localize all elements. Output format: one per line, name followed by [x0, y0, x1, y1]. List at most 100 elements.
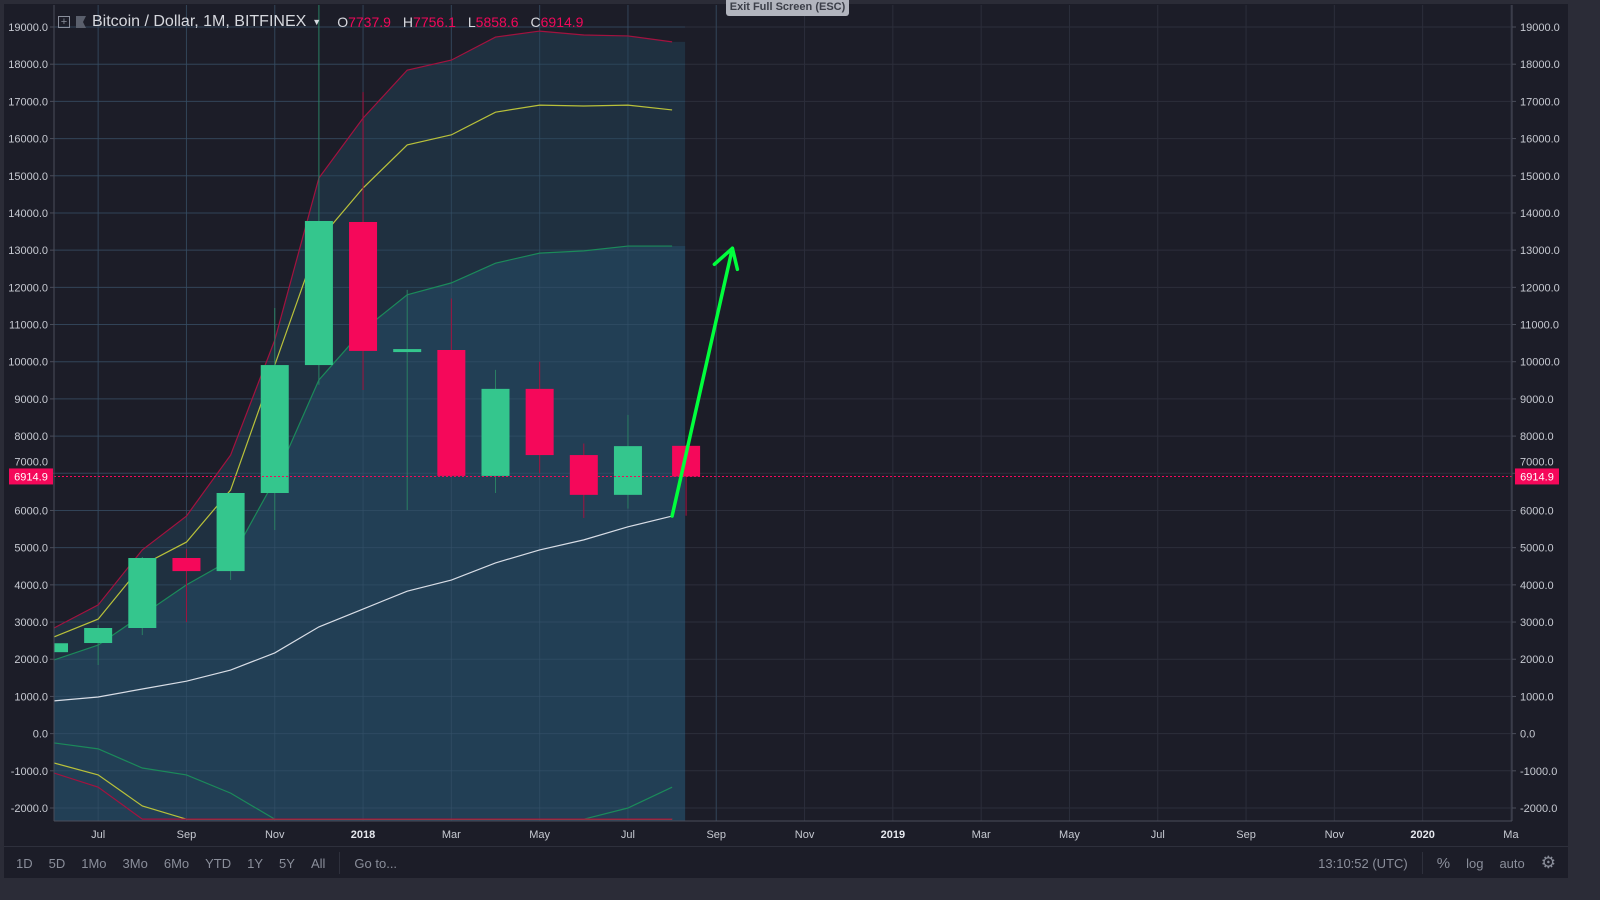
ohlc-close: C6914.9: [531, 14, 584, 30]
percent-toggle[interactable]: %: [1436, 854, 1451, 872]
y-tick-label-left: -2000.0: [11, 803, 48, 815]
x-tick-label: 2018: [351, 829, 375, 841]
y-tick-label-left: 7000.0: [14, 456, 48, 468]
chevron-down-icon[interactable]: ▼: [312, 17, 322, 27]
y-tick-label-left: 16000.0: [8, 134, 48, 146]
y-tick-label-right: 19000.0: [1520, 22, 1560, 34]
candle-body: [304, 220, 333, 366]
x-tick-label: Sep: [177, 829, 197, 841]
low-label: L: [467, 14, 476, 30]
y-tick-label-left: 4000.0: [14, 580, 48, 592]
y-tick-label-right: 14000.0: [1520, 208, 1560, 220]
x-tick-label: Nov: [1325, 829, 1345, 841]
y-tick-label-right: 5000.0: [1520, 543, 1554, 555]
y-tick-label-left: 18000.0: [8, 59, 48, 71]
close-value: 6914.9: [540, 14, 584, 30]
candle-body: [569, 455, 598, 495]
x-tick-label: Jul: [1151, 829, 1165, 841]
y-tick-label-left: 11000.0: [9, 320, 48, 332]
bottom-toolbar: 1D 5D 1Mo 3Mo 6Mo YTD 1Y 5Y All Go to...…: [4, 846, 1568, 879]
y-tick-label-left: 0.0: [33, 729, 48, 741]
candle-body: [525, 388, 554, 456]
y-tick-label-right: 3000.0: [1520, 617, 1554, 629]
y-tick-label-right: 18000.0: [1520, 59, 1560, 71]
candle-body: [613, 446, 642, 495]
candle-body: [54, 643, 68, 653]
chart-legend: + Bitcoin / Dollar, 1M, BITFINEX ▼ O7737…: [58, 11, 589, 33]
plot-area: [54, 5, 717, 821]
auto-toggle[interactable]: auto: [1499, 855, 1525, 871]
series-line-lower-band: [54, 772, 673, 820]
candle-body: [481, 388, 510, 476]
y-tick-label-left: 15000.0: [8, 171, 48, 183]
x-tick-label: 2020: [1410, 829, 1434, 841]
last-price-label-left-bg: [9, 468, 53, 485]
flag-icon[interactable]: [76, 16, 86, 28]
y-tick-label-right: 6000.0: [1520, 505, 1554, 517]
range-3mo[interactable]: 3Mo: [122, 855, 148, 871]
y-tick-label-right: -1000.0: [1520, 766, 1557, 778]
range-5d[interactable]: 5D: [48, 855, 66, 871]
y-tick-label-right: 4000.0: [1520, 580, 1554, 592]
x-tick-label: Jul: [621, 829, 635, 841]
y-tick-label-left: 8000.0: [14, 431, 48, 443]
y-tick-label-left: 12000.0: [8, 282, 48, 294]
y-tick-label-left: -1000.0: [11, 766, 48, 778]
range-5y[interactable]: 5Y: [279, 855, 295, 871]
y-tick-label-left: 10000.0: [8, 357, 48, 369]
x-tick-label: Sep: [706, 829, 726, 841]
high-value: 7756.1: [413, 14, 456, 30]
x-tick-label: Ma: [1503, 829, 1519, 841]
x-tick-label: 2019: [881, 829, 905, 841]
y-tick-label-right: 10000.0: [1520, 357, 1560, 369]
clock[interactable]: 13:10:52 (UTC): [1318, 855, 1408, 871]
x-tick-label: Nov: [795, 829, 815, 841]
y-tick-label-left: 3000.0: [14, 617, 48, 629]
range-6mo[interactable]: 6Mo: [163, 855, 190, 871]
open-value: 7737.9: [348, 14, 391, 30]
y-tick-label-right: -2000.0: [1520, 803, 1557, 815]
last-price-label-right-bg: [1515, 468, 1559, 485]
y-tick-label-right: 2000.0: [1520, 654, 1554, 666]
range-1y[interactable]: 1Y: [247, 855, 264, 871]
y-tick-label-left: 1000.0: [14, 691, 48, 703]
log-toggle[interactable]: log: [1466, 855, 1484, 871]
y-tick-label-right: 11000.0: [1520, 320, 1559, 332]
close-label: C: [530, 14, 541, 30]
candle-body: [216, 492, 245, 572]
x-tick-label: Mar: [442, 829, 461, 841]
x-tick-label: Sep: [1236, 829, 1256, 841]
x-tick-label: Mar: [972, 829, 991, 841]
arrow-annotation: [670, 246, 735, 518]
range-all[interactable]: All: [310, 855, 326, 871]
x-tick-label: May: [529, 829, 550, 841]
ohlc-high: H7756.1: [403, 14, 456, 30]
candle-body: [437, 349, 466, 476]
range-1mo[interactable]: 1Mo: [81, 855, 107, 871]
expand-icon[interactable]: +: [58, 16, 70, 28]
low-value: 5858.6: [475, 14, 519, 30]
gear-icon[interactable]: ⚙: [1540, 853, 1556, 872]
y-tick-label-left: 2000.0: [14, 654, 48, 666]
arrow-head-icon: [712, 246, 740, 272]
candle-body: [393, 349, 422, 353]
divider: [1421, 852, 1423, 874]
y-tick-label-left: 5000.0: [14, 543, 48, 555]
range-1d[interactable]: 1D: [16, 855, 33, 871]
exit-fullscreen-button[interactable]: Exit Full Screen (ESC): [726, 0, 849, 16]
goto-button[interactable]: Go to...: [354, 855, 398, 871]
y-tick-label-right: 17000.0: [1520, 96, 1560, 108]
y-tick-label-right: 13000.0: [1520, 245, 1560, 257]
candle-body: [349, 221, 378, 351]
symbol-title[interactable]: Bitcoin / Dollar, 1M, BITFINEX: [92, 13, 307, 30]
y-tick-label-right: 9000.0: [1520, 394, 1554, 406]
y-tick-label-right: 16000.0: [1520, 134, 1560, 146]
ohlc-open: O7737.9: [337, 14, 391, 30]
ohlc-low: L5858.6: [468, 14, 519, 30]
series-line-moving-average: [54, 515, 673, 702]
y-tick-label-left: 17000.0: [8, 96, 48, 108]
range-ytd[interactable]: YTD: [205, 855, 232, 871]
y-tick-label-right: 15000.0: [1520, 171, 1560, 183]
last-price-label-right: 6914.9: [1520, 471, 1554, 483]
